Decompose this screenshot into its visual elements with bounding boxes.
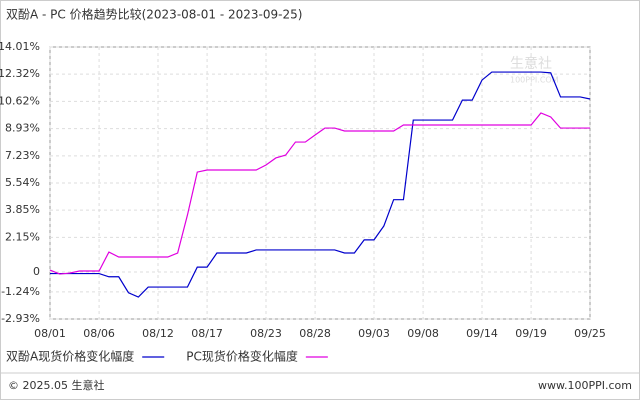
legend-label: PC现货价格变化幅度 (186, 349, 298, 364)
footer-site: www.100PPI.com (538, 379, 632, 392)
footer-copyright: © 2025.05 生意社 (8, 378, 104, 392)
y-tick-label: -1.24% (1, 285, 40, 298)
y-tick-label: 5.54% (5, 176, 40, 189)
x-tick-label: 09/08 (407, 327, 439, 340)
watermark: 生意社 (510, 55, 552, 72)
y-tick-label: 7.23% (5, 149, 40, 162)
x-tick-label: 09/03 (358, 327, 390, 340)
series-line (49, 112, 590, 275)
y-tick-label: -2.93% (1, 312, 40, 325)
x-tick-label: 08/06 (83, 327, 115, 340)
x-tick-label: 09/19 (515, 327, 547, 340)
y-tick-label: 3.85% (5, 203, 40, 216)
y-tick-label: 12.32% (0, 67, 40, 80)
series-line (50, 71, 591, 298)
chart-title: 双酚A - PC 价格趋势比较(2023-08-01 - 2023-09-25) (6, 7, 302, 22)
watermark-sub: 100PPI.COM (510, 76, 559, 85)
x-tick-label: 09/25 (574, 327, 606, 340)
x-tick-label: 08/28 (299, 327, 331, 340)
y-tick-label: 2.15% (5, 230, 40, 243)
y-tick-label: 0 (33, 265, 40, 278)
legend-label: 双酚A现货价格变化幅度 (6, 349, 134, 364)
y-tick-label: 10.62% (0, 94, 40, 107)
x-tick-label: 08/23 (250, 327, 282, 340)
y-tick-label: 14.01% (0, 40, 40, 53)
x-tick-label: 08/17 (191, 327, 223, 340)
y-tick-label: 8.93% (5, 122, 40, 135)
x-tick-label: 08/12 (142, 327, 174, 340)
x-tick-label: 08/01 (34, 327, 66, 340)
x-tick-label: 09/14 (466, 327, 498, 340)
